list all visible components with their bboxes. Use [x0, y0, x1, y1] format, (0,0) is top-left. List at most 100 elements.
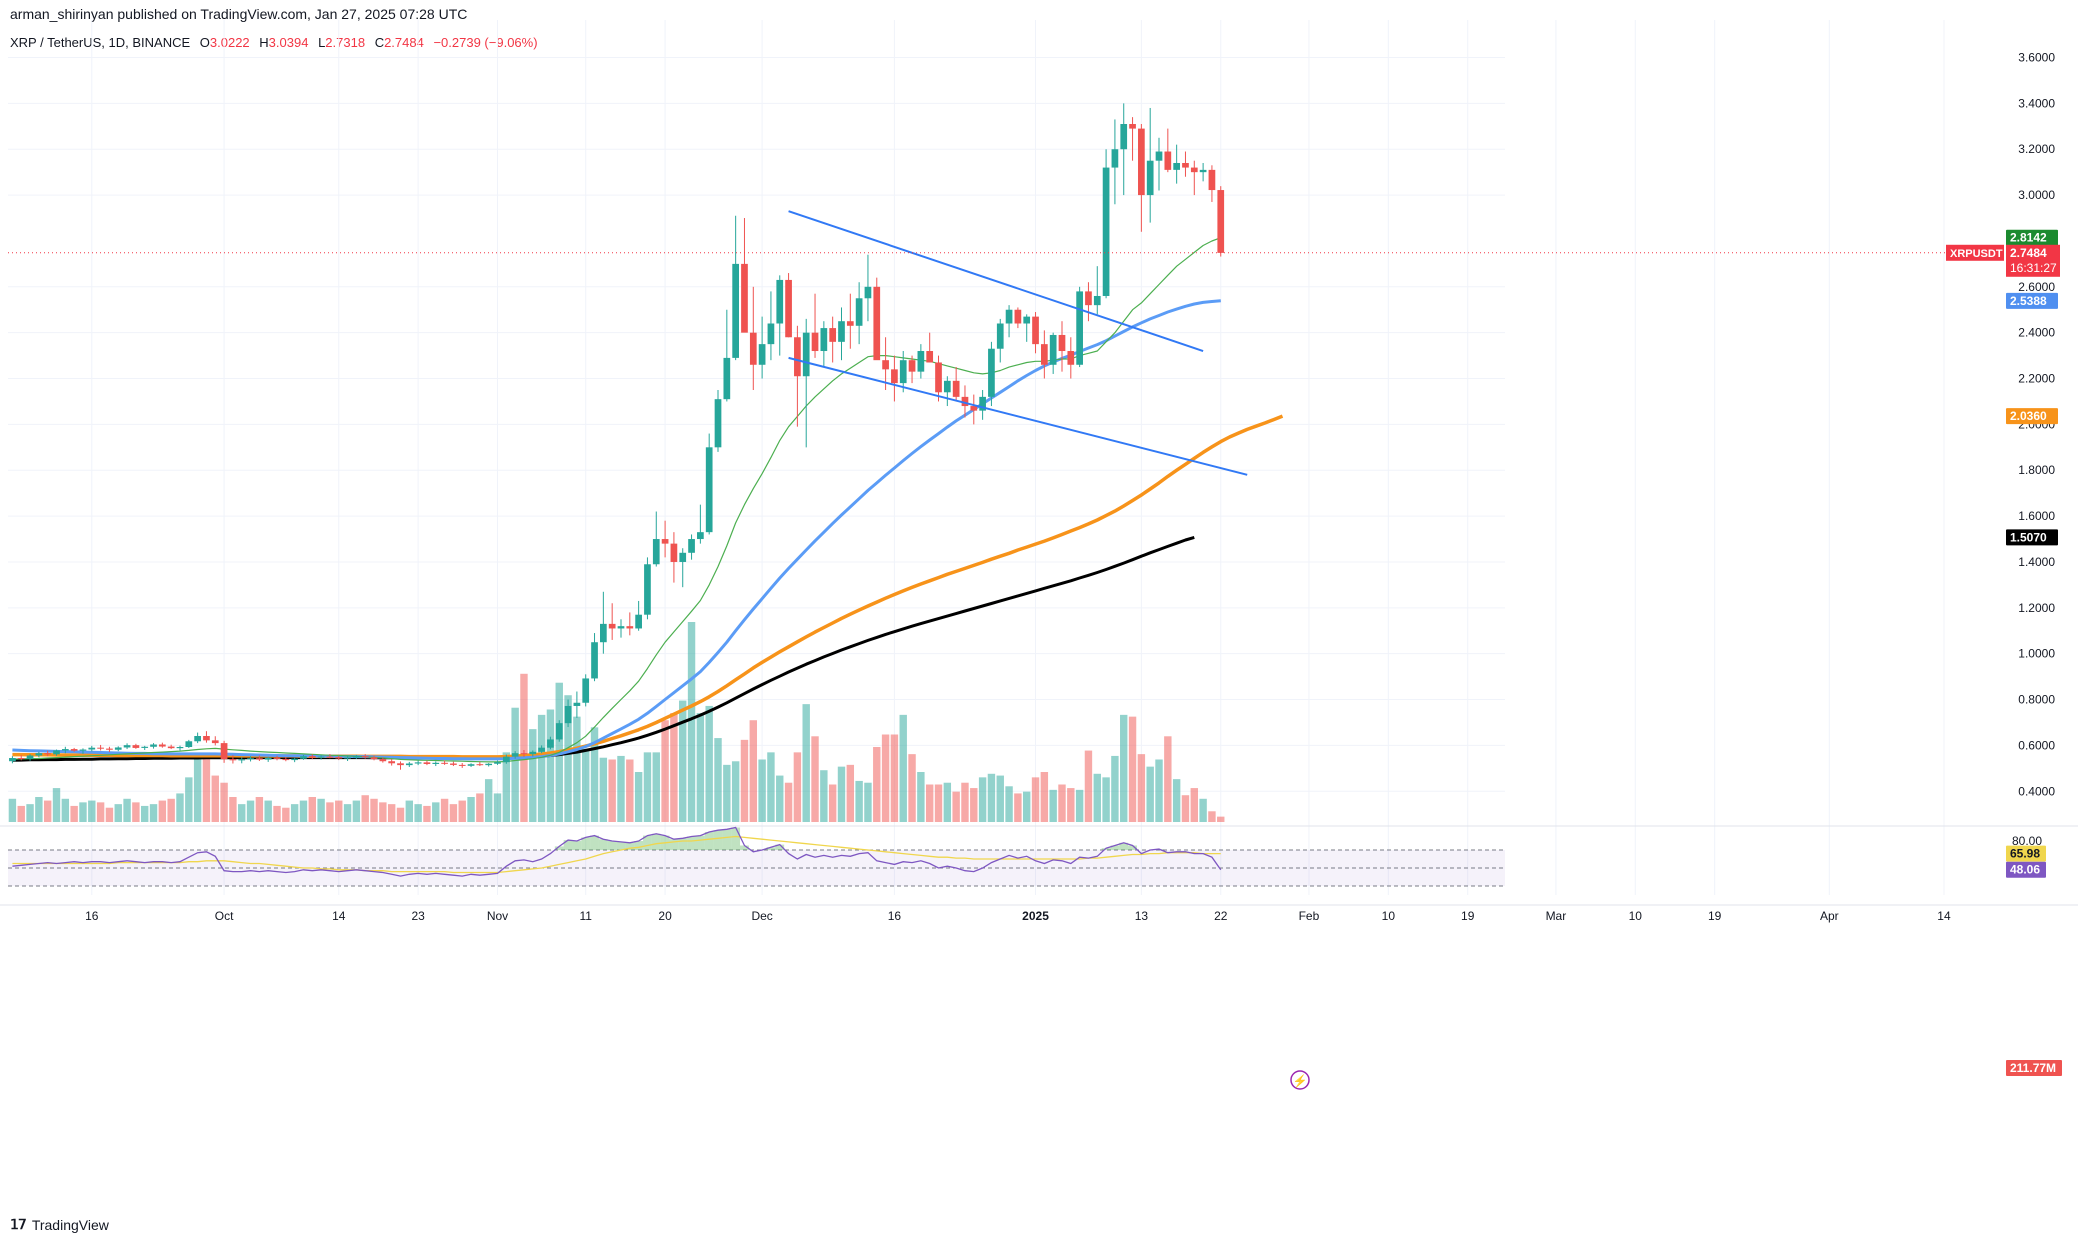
candle-body [361, 756, 369, 758]
volume-bar [96, 802, 105, 822]
x-tick-label: 16 [85, 909, 99, 923]
legend-close-value: 2.7484 [384, 35, 424, 50]
candle-body [723, 357, 731, 400]
volume-bar [114, 804, 122, 822]
y-tick-label: 0.8000 [2018, 693, 2055, 707]
candle-body [1085, 291, 1092, 306]
volume-bar [643, 752, 652, 822]
volume-bar [917, 772, 925, 822]
volume-bar [802, 704, 810, 822]
candle-body [282, 758, 290, 761]
volume-bar [185, 777, 193, 822]
candle-body [1190, 167, 1198, 173]
candle-body [635, 614, 642, 629]
candle-body [167, 746, 175, 749]
candle-body [79, 749, 87, 751]
volume-bar [679, 700, 687, 822]
volume-bar [440, 798, 449, 822]
volume-bar [520, 673, 528, 822]
volume-bar [123, 798, 131, 822]
volume-bar [582, 748, 590, 822]
volume-bar [79, 802, 87, 822]
volume-bar [370, 798, 378, 822]
volume-bar [70, 805, 78, 822]
candle-body [317, 756, 325, 758]
volume-bar [458, 800, 466, 822]
price-tag: 1.5070 [2006, 529, 2058, 546]
footer-brand[interactable]: 𝟣𝟩 TradingView [10, 1216, 109, 1233]
candle-body [1138, 128, 1145, 196]
rsi-tag-bg [2006, 845, 2046, 862]
rsi-tag: 65.98 [2006, 845, 2046, 862]
candle-body [1173, 162, 1181, 170]
rsi-ma-line [12, 835, 1221, 874]
price-tag-label: 1.5070 [2010, 530, 2047, 544]
candle-body [1129, 124, 1136, 129]
candle-body [450, 763, 457, 765]
rsi-axis-label: 80.00 [2012, 834, 2042, 848]
candle-body [547, 739, 554, 748]
y-tick-label: 2.2000 [2018, 372, 2055, 386]
volume-bar [264, 800, 272, 822]
volume-bar [52, 788, 61, 822]
candle-body [70, 749, 78, 751]
volume-bar [211, 775, 219, 822]
volume-bar [1199, 798, 1207, 822]
trendline [788, 210, 1204, 352]
candle-body [644, 564, 651, 615]
volume-bar [396, 807, 405, 822]
volume-bar [105, 807, 114, 822]
x-tick-label: 22 [1214, 909, 1228, 923]
candle-body [811, 332, 819, 352]
volume-bar [608, 759, 616, 822]
y-tick-label: 0.6000 [2018, 738, 2055, 752]
candle-body [785, 279, 792, 338]
volume-bar [308, 797, 316, 822]
chart-grid [0, 20, 2078, 906]
candle-body [591, 642, 598, 679]
candle-body [538, 747, 545, 752]
candle-body [132, 745, 140, 748]
volume-bar [617, 755, 625, 822]
volume-bar [599, 757, 608, 822]
candle-body [688, 539, 695, 553]
volume-bar [255, 797, 264, 822]
x-tick-label: 10 [1382, 909, 1396, 923]
volume-bar [432, 802, 440, 822]
price-tag-label: 2.8142 [2010, 231, 2047, 245]
volume-bar [626, 759, 634, 822]
volume-bar [343, 804, 352, 822]
volume-bar [978, 777, 987, 822]
candle-body [838, 321, 845, 342]
candle-body [291, 758, 299, 761]
volume-bar [749, 720, 757, 822]
moving-averages [12, 237, 1284, 763]
candle-body [44, 753, 52, 755]
volume-bar [246, 800, 255, 822]
volume-bar [899, 714, 907, 822]
volume-bar [970, 788, 978, 822]
candle-body [873, 286, 881, 361]
volume-bar [1058, 784, 1066, 822]
volume-bar [740, 739, 749, 822]
y-tick-label: 1.6000 [2018, 509, 2055, 523]
volume-bar [414, 804, 422, 822]
volume-bar [1093, 773, 1101, 822]
price-tag-label: 2.0360 [2010, 409, 2047, 423]
volume-bar [467, 797, 475, 822]
x-tick-label: 14 [1937, 909, 1951, 923]
volume-bar [890, 734, 899, 822]
price-tag: 2.0360 [2006, 408, 2058, 425]
volume-bar [864, 782, 872, 822]
candle-body [176, 747, 184, 749]
volume-bar [1005, 786, 1013, 822]
y-tick-label: 1.8000 [2018, 463, 2055, 477]
volume-bar [167, 798, 175, 822]
candle-body [150, 744, 157, 747]
volume-bar [1190, 788, 1198, 822]
lightning-icon [1290, 1070, 1310, 1090]
volume-bar [1084, 750, 1093, 822]
last-price-bg [2006, 244, 2060, 277]
